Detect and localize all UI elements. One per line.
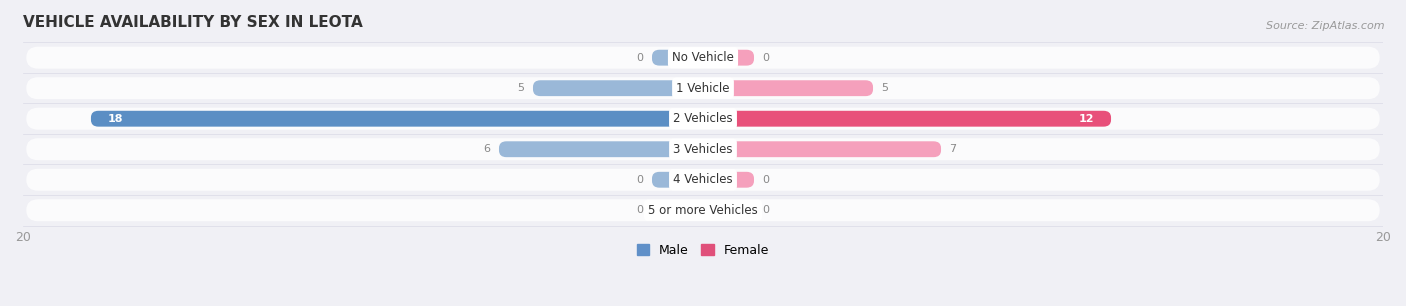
Text: 0: 0	[762, 53, 769, 63]
FancyBboxPatch shape	[652, 50, 703, 65]
FancyBboxPatch shape	[703, 111, 1111, 127]
Text: 3 Vehicles: 3 Vehicles	[673, 143, 733, 156]
Text: 0: 0	[762, 175, 769, 185]
Text: 18: 18	[108, 114, 124, 124]
Text: 4 Vehicles: 4 Vehicles	[673, 173, 733, 186]
FancyBboxPatch shape	[533, 80, 703, 96]
Text: Source: ZipAtlas.com: Source: ZipAtlas.com	[1267, 21, 1385, 32]
FancyBboxPatch shape	[703, 141, 941, 157]
FancyBboxPatch shape	[703, 50, 754, 65]
FancyBboxPatch shape	[27, 138, 1379, 160]
FancyBboxPatch shape	[703, 80, 873, 96]
FancyBboxPatch shape	[27, 199, 1379, 221]
Text: 0: 0	[637, 175, 644, 185]
FancyBboxPatch shape	[27, 108, 1379, 130]
FancyBboxPatch shape	[27, 77, 1379, 99]
Text: 5: 5	[517, 83, 524, 93]
Text: 0: 0	[637, 53, 644, 63]
Text: 2 Vehicles: 2 Vehicles	[673, 112, 733, 125]
FancyBboxPatch shape	[499, 141, 703, 157]
FancyBboxPatch shape	[27, 47, 1379, 69]
Text: 5 or more Vehicles: 5 or more Vehicles	[648, 204, 758, 217]
FancyBboxPatch shape	[703, 172, 754, 188]
Text: VEHICLE AVAILABILITY BY SEX IN LEOTA: VEHICLE AVAILABILITY BY SEX IN LEOTA	[22, 15, 363, 30]
FancyBboxPatch shape	[27, 169, 1379, 191]
Legend: Male, Female: Male, Female	[631, 239, 775, 262]
Text: 6: 6	[484, 144, 491, 154]
Text: 0: 0	[762, 205, 769, 215]
FancyBboxPatch shape	[91, 111, 703, 127]
FancyBboxPatch shape	[703, 202, 754, 218]
FancyBboxPatch shape	[652, 202, 703, 218]
Text: 5: 5	[882, 83, 889, 93]
Text: 7: 7	[949, 144, 956, 154]
Text: 1 Vehicle: 1 Vehicle	[676, 82, 730, 95]
Text: No Vehicle: No Vehicle	[672, 51, 734, 64]
Text: 0: 0	[637, 205, 644, 215]
FancyBboxPatch shape	[652, 172, 703, 188]
Text: 12: 12	[1078, 114, 1094, 124]
